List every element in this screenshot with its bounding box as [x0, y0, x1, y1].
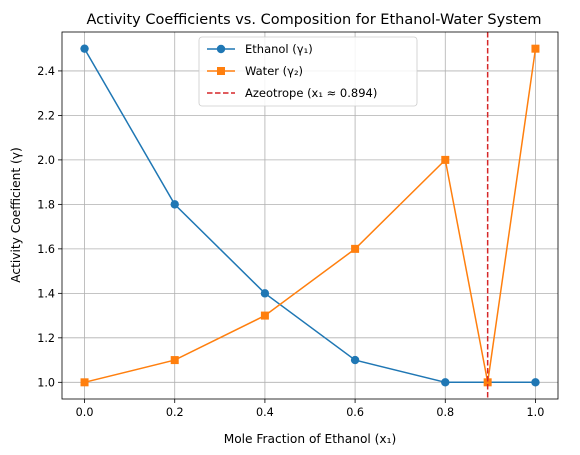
axis-ticks: 0.0 0.2 0.4 0.6 0.8 1.0 1.0 1.2 1.4 1.6 1.8 2.0 2.2 2…	[37, 65, 544, 419]
x-tick-label: 1.0	[527, 406, 545, 419]
series-0-point	[80, 44, 89, 53]
plot-frame	[61, 31, 559, 400]
series-1-point	[170, 356, 179, 365]
y-tick-label: 1.4	[37, 287, 55, 300]
legend-water-marker	[217, 67, 225, 75]
legend-box	[198, 36, 418, 107]
y-tick-label: 2.0	[37, 154, 55, 167]
y-tick-label: 1.6	[37, 243, 55, 256]
x-tick-label: 0.6	[346, 406, 364, 419]
series-0-point	[260, 289, 270, 298]
plot-series	[80, 32, 540, 399]
y-tick-label: 2.2	[37, 109, 55, 122]
series-1-point	[531, 44, 540, 53]
x-axis-label: Mole Fraction of Ethanol (x₁)	[224, 432, 397, 446]
series-0-point	[441, 378, 450, 387]
y-tick-label: 1.8	[37, 198, 55, 211]
x-tick-label: 0.8	[436, 406, 454, 419]
legend-azeotrope-label: Azeotrope (x₁ ≈ 0.894)	[245, 86, 377, 100]
chart-title: Activity Coefficients vs. Composition fo…	[87, 12, 542, 28]
x-tick-label: 0.4	[256, 406, 274, 419]
legend-ethanol-marker	[216, 44, 226, 54]
series-1-point	[351, 244, 360, 253]
series-0-point	[350, 355, 360, 365]
series-1-point	[483, 378, 492, 387]
x-tick-label: 0.0	[76, 406, 94, 419]
series-0-point	[531, 378, 540, 387]
series-0-point	[170, 200, 179, 209]
y-axis-label: Activity Coefficient (γ)	[9, 147, 23, 282]
y-tick-label: 2.4	[37, 65, 55, 78]
x-tick-label: 0.2	[166, 406, 184, 419]
series-1-point	[80, 378, 89, 387]
series-line-0	[83, 48, 536, 384]
legend-water-label: Water (γ₂)	[245, 64, 303, 78]
legend-ethanol-label: Ethanol (γ₁)	[245, 42, 313, 56]
series-1-point	[441, 155, 450, 164]
y-tick-label: 1.0	[37, 376, 55, 389]
series-1-point	[260, 311, 269, 320]
y-tick-label: 1.2	[37, 332, 55, 345]
legend: Ethanol (γ₁) Water (γ₂) Azeotrope (x₁ ≈ …	[198, 36, 418, 107]
